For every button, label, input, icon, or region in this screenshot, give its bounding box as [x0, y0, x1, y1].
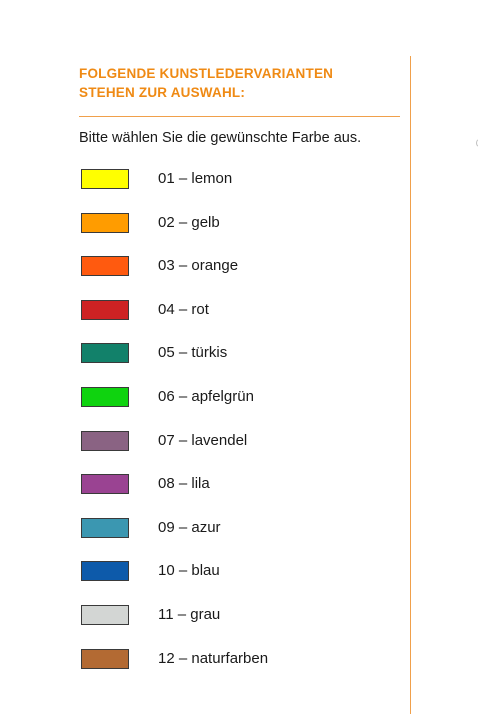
- color-variant-item: 02 – gelb: [79, 210, 379, 254]
- color-variant-item: 05 – türkis: [79, 340, 379, 384]
- color-variant-label: 07 – lavendel: [158, 431, 248, 449]
- color-swatch: [81, 299, 129, 320]
- color-swatch: [81, 343, 129, 364]
- color-variant-item: 10 – blau: [79, 558, 379, 602]
- color-variant-item: 09 – azur: [79, 515, 379, 559]
- color-swatch: [81, 604, 129, 625]
- color-swatch: [81, 430, 129, 451]
- color-variant-item: 11 – grau: [79, 602, 379, 646]
- intro-text: Bitte wählen Sie die gewünschte Farbe au…: [79, 130, 362, 146]
- color-swatch: [81, 474, 129, 495]
- color-swatch: [81, 517, 129, 538]
- color-variant-item: 01 – lemon: [79, 166, 379, 210]
- color-swatch: [81, 386, 129, 407]
- color-variant-item: 08 – lila: [79, 471, 379, 515]
- color-variant-item: 03 – orange: [79, 253, 379, 297]
- color-variant-item: 07 – lavendel: [79, 428, 379, 472]
- color-variant-list: 01 – lemon 02 – gelb 03 – orange 04 – ro…: [79, 166, 379, 689]
- color-variant-label: 05 – türkis: [158, 344, 228, 362]
- color-variant-label: 08 – lila: [158, 475, 210, 493]
- color-swatch: [81, 561, 129, 582]
- color-swatch: [81, 648, 129, 669]
- heading-line-1: FOLGENDE KUNSTLEDERVARIANTEN: [79, 66, 334, 81]
- color-variant-label: 06 – apfelgrün: [158, 387, 254, 405]
- heading-divider: [79, 116, 400, 117]
- color-variant-item: 04 – rot: [79, 297, 379, 341]
- color-swatch: [81, 212, 129, 233]
- color-swatch: [81, 169, 129, 189]
- heading-line-2: STEHEN ZUR AUSWAHL:: [79, 85, 246, 100]
- color-variant-label: 01 – lemon: [158, 170, 233, 187]
- color-swatch: [81, 256, 129, 277]
- edge-mark: [476, 138, 482, 148]
- color-variant-label: 11 – grau: [158, 605, 221, 623]
- column-divider: [410, 56, 411, 714]
- color-variant-item: 12 – naturfarben: [79, 646, 379, 690]
- color-variant-label: 04 – rot: [158, 300, 209, 318]
- color-variant-label: 09 – azur: [158, 518, 221, 536]
- color-variant-label: 12 – naturfarben: [158, 649, 269, 667]
- color-variant-label: 03 – orange: [158, 257, 239, 275]
- color-variant-label: 02 – gelb: [158, 213, 220, 231]
- color-variant-item: 06 – apfelgrün: [79, 384, 379, 428]
- color-variant-label: 10 – blau: [158, 562, 220, 580]
- section-heading: FOLGENDE KUNSTLEDERVARIANTEN STEHEN ZUR …: [79, 64, 399, 102]
